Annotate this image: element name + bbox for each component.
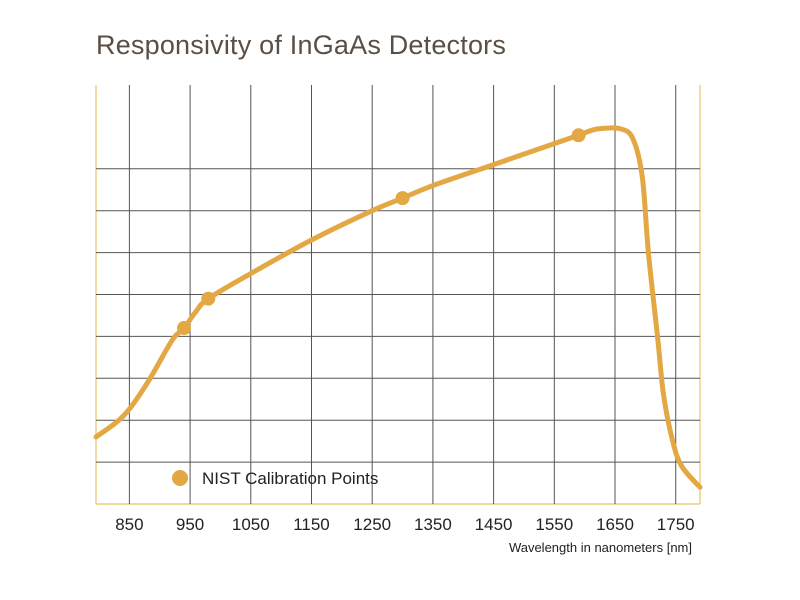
responsivity-curve — [93, 125, 703, 490]
x-tick-label: 1150 — [293, 515, 330, 534]
x-tick-label: 850 — [115, 515, 143, 534]
x-tick-label: 1650 — [596, 515, 634, 534]
x-tick-label: 1250 — [353, 515, 391, 534]
x-tick-label: 1750 — [657, 515, 695, 534]
x-tick-label: 1450 — [475, 515, 513, 534]
x-tick-label: 950 — [176, 515, 204, 534]
legend-label: NIST Calibration Points — [202, 469, 378, 488]
calibration-point — [571, 128, 586, 143]
x-tick-label: 1550 — [535, 515, 573, 534]
calibration-point — [395, 191, 410, 206]
legend-marker — [172, 470, 188, 486]
horizontal-gridlines — [96, 168, 700, 463]
calibration-points — [177, 128, 586, 336]
x-tick-label: 1050 — [232, 515, 270, 534]
calibration-point — [177, 321, 192, 336]
legend: NIST Calibration Points — [172, 469, 378, 488]
calibration-point — [201, 291, 216, 306]
x-axis-title: Wavelength in nanometers [nm] — [509, 540, 692, 555]
x-tick-labels: 850 950 1050 1150 1250 1350 1450 1550 1650 1750 — [115, 515, 694, 534]
x-tick-label: 1350 — [414, 515, 452, 534]
chart-title: Responsivity of InGaAs Detectors — [96, 30, 507, 60]
